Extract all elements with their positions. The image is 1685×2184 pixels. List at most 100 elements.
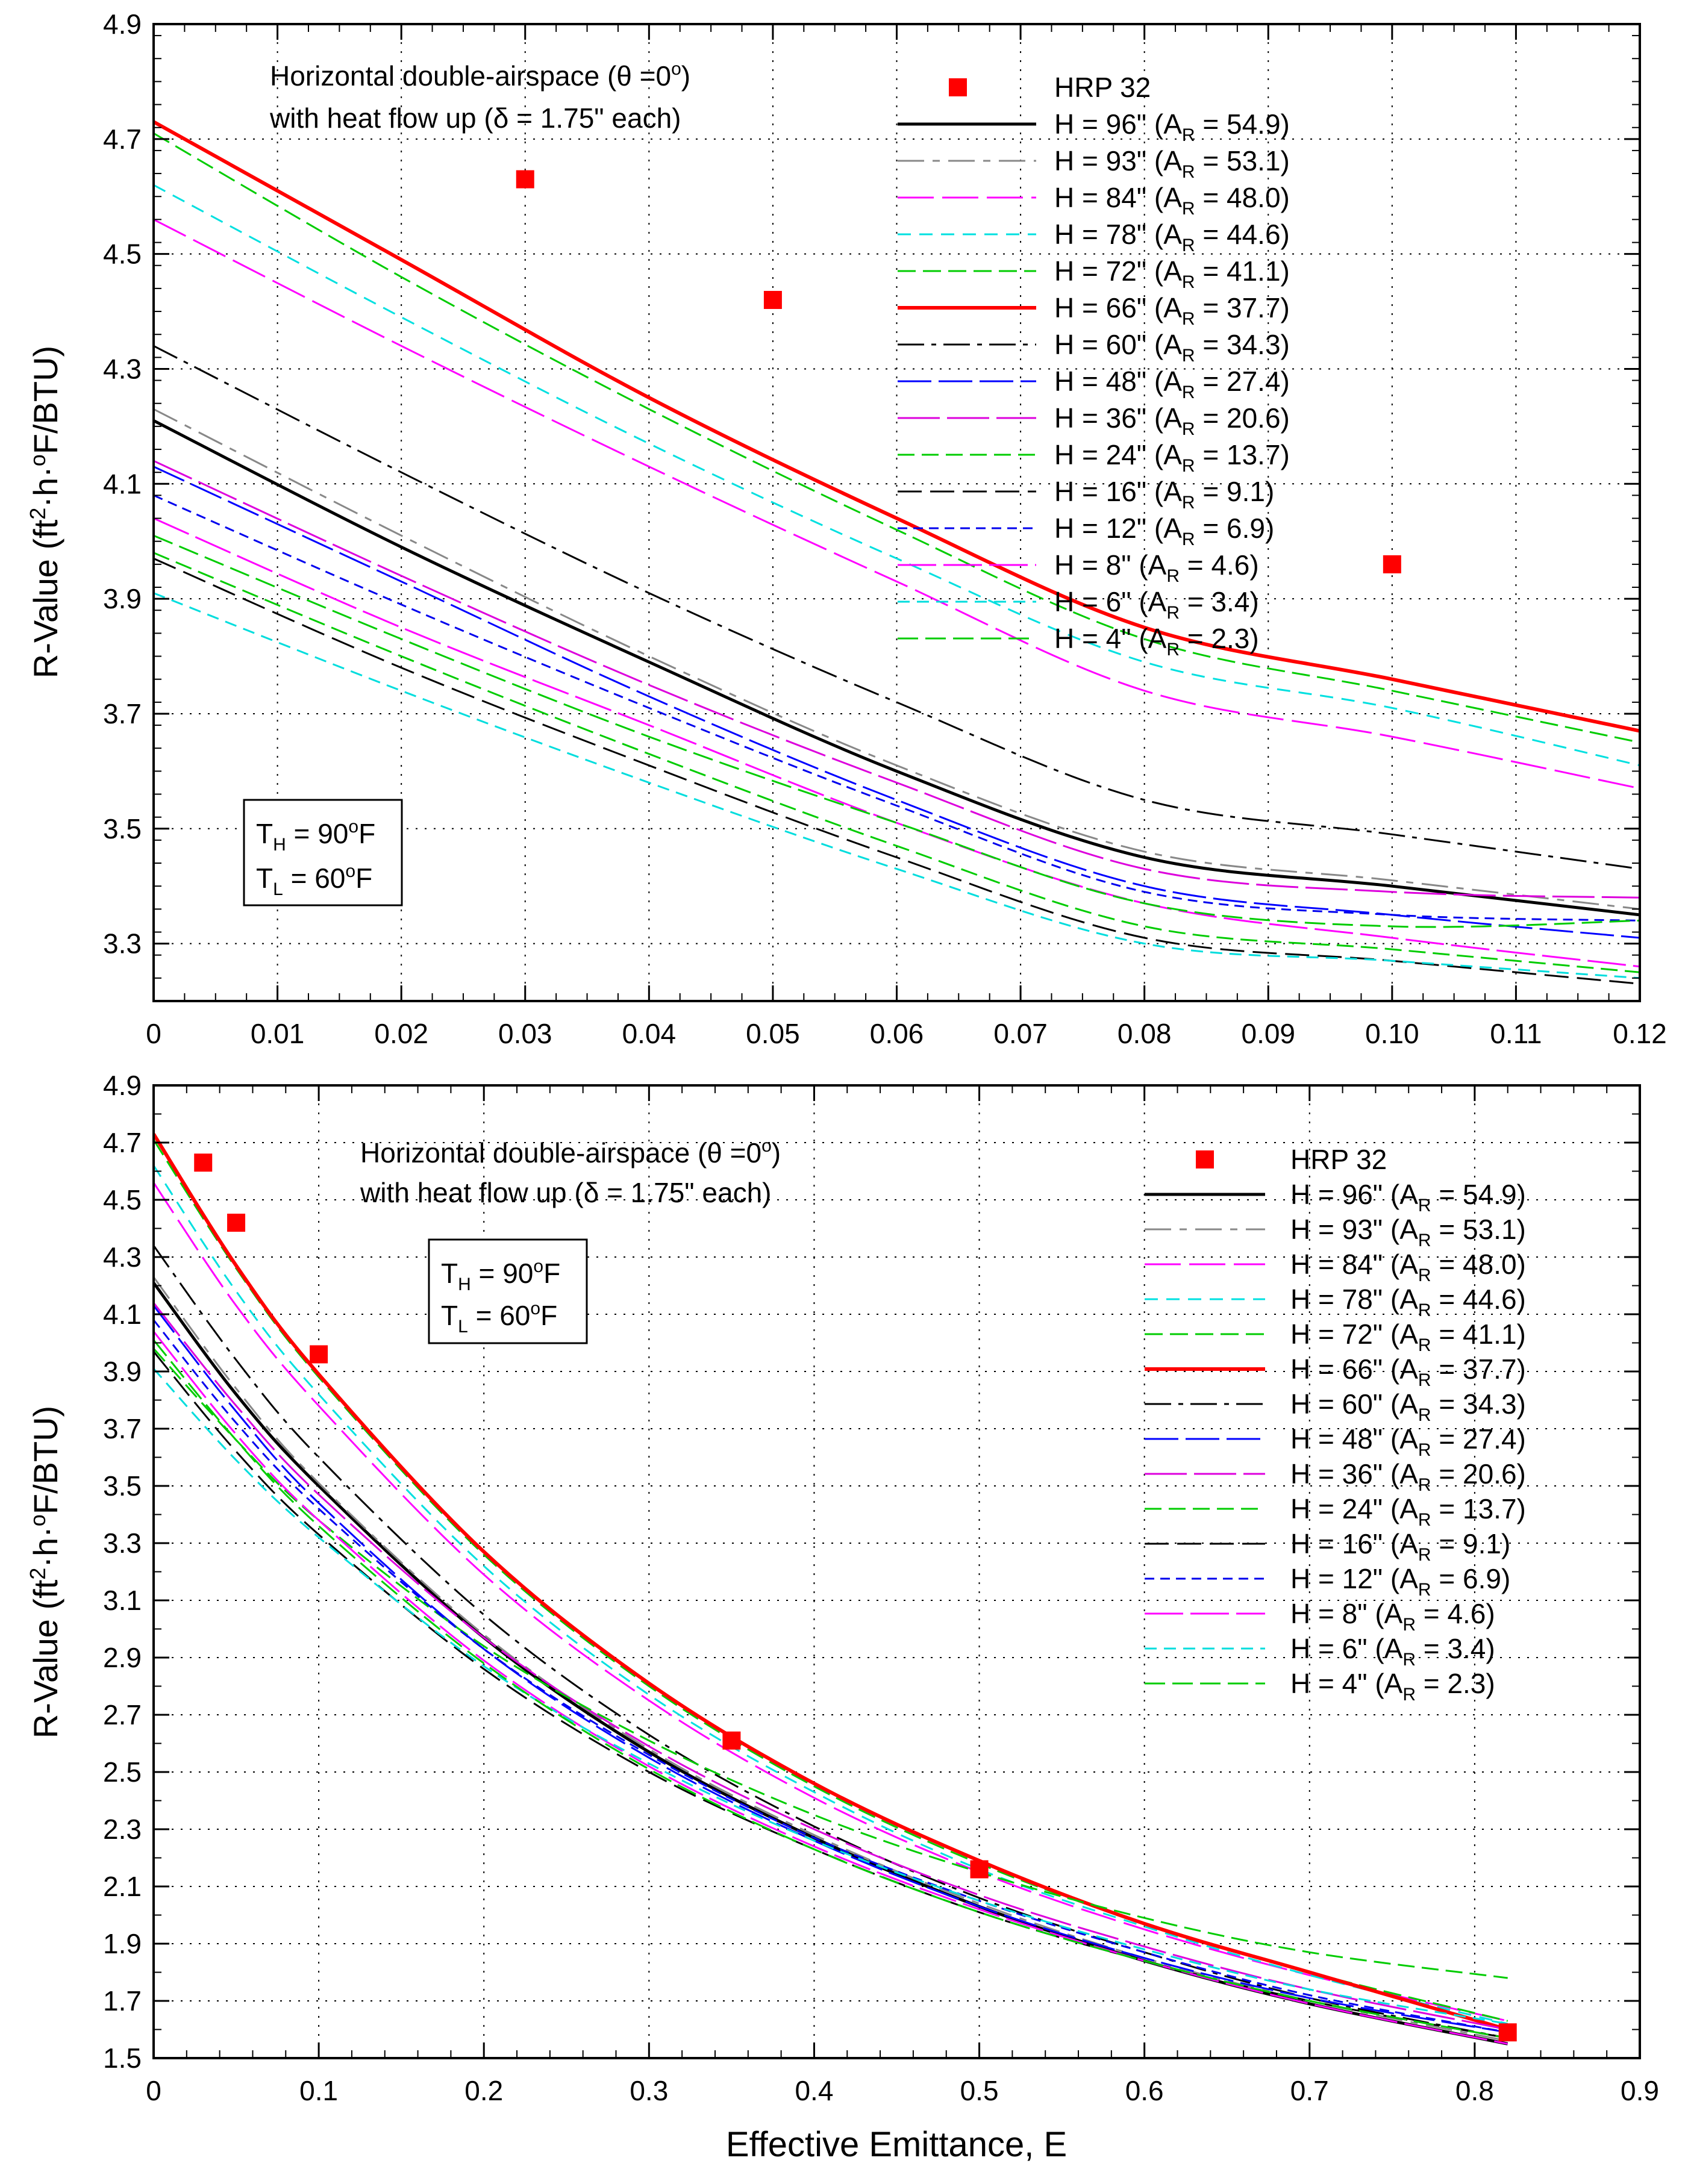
series-line-10 [154, 552, 1640, 973]
y-tick-label: 4.5 [103, 1184, 142, 1215]
legend-marker-swatch [949, 78, 967, 96]
hrp32-marker [1498, 2023, 1517, 2042]
series-line-13 [154, 1331, 1508, 2045]
x-axis-label: Effective Emittance, E [726, 2125, 1067, 2164]
series-line-10 [154, 1347, 1508, 1979]
legend-label-9: H = 36" (AR = 20.6) [1054, 402, 1290, 439]
legend-label-11: H = 16" (AR = 9.1) [1054, 476, 1274, 513]
legend-label-7: H = 60" (AR = 34.3) [1290, 1388, 1526, 1425]
legend-label-5: H = 72" (AR = 41.1) [1054, 255, 1290, 292]
y-tick-label: 4.3 [103, 1241, 142, 1273]
y-tick-label: 3.9 [103, 1356, 142, 1387]
x-tick-label: 0.7 [1290, 2075, 1329, 2106]
x-tick-label: 0.10 [1365, 1018, 1419, 1049]
series-line-3 [154, 219, 1640, 790]
y-tick-label: 3.7 [103, 1413, 142, 1444]
y-tick-label: 4.9 [103, 8, 142, 40]
y-tick-label: 4.3 [103, 353, 142, 384]
legend-label-13: H = 8" (AR = 4.6) [1054, 549, 1259, 586]
y-axis-label-top: R-Value (ft2·h·oF/BTU) [25, 346, 64, 678]
ticks-top [152, 23, 1641, 1002]
legend-label-6: H = 66" (AR = 37.7) [1290, 1353, 1526, 1390]
markers-layer-top [516, 170, 1401, 573]
x-tick-label: 0.04 [622, 1018, 677, 1049]
legend-label-15: H = 4" (AR = 2.3) [1054, 623, 1259, 660]
y-tick-label: 4.7 [103, 1127, 142, 1158]
x-tick-label: 0.5 [960, 2075, 999, 2106]
annotation-line2-bottom: with heat flow up (δ = 1.75" each) [360, 1177, 771, 1208]
hrp32-marker [194, 1153, 213, 1172]
plot-area-bottom [154, 1085, 1640, 2058]
legend-marker-label: HRP 32 [1054, 72, 1151, 103]
legend-label-1: H = 96" (AR = 54.9) [1290, 1179, 1526, 1215]
legend-label-7: H = 60" (AR = 34.3) [1054, 329, 1290, 366]
legend-label-3: H = 84" (AR = 48.0) [1290, 1249, 1526, 1285]
series-line-6 [154, 120, 1640, 733]
legend-label-3: H = 84" (AR = 48.0) [1054, 182, 1290, 219]
markers-layer-bottom [194, 1153, 1517, 2042]
y-tick-labels-bottom: 1.5 1.7 1.9 2.1 2.3 2.5 2.7 2.9 3.1 3.3 3.5 3.7 3.9 4… [103, 1070, 142, 2074]
hrp32-marker [516, 170, 534, 189]
legend-label-2: H = 93" (AR = 53.1) [1290, 1214, 1526, 1250]
x-tick-label: 0.06 [870, 1018, 924, 1049]
y-tick-label: 2.9 [103, 1642, 142, 1673]
legend-label-8: H = 48" (AR = 27.4) [1054, 366, 1290, 402]
y-tick-label: 2.1 [103, 1871, 142, 1902]
legend-marker-label: HRP 32 [1290, 1144, 1387, 1175]
y-tick-label: 2.5 [103, 1756, 142, 1788]
legend-label-14: H = 6" (AR = 3.4) [1054, 586, 1259, 623]
y-tick-label: 1.5 [103, 2042, 142, 2074]
legend-label-8: H = 48" (AR = 27.4) [1290, 1423, 1526, 1460]
legend-bottom: HRP 32 H = 96" (AR = 54.9)H = 93" (AR = 5… [1145, 1144, 1526, 1705]
legend-label-1: H = 96" (AR = 54.9) [1054, 108, 1290, 145]
hrp32-marker [310, 1345, 328, 1364]
legend-label-10: H = 24" (AR = 13.7) [1054, 439, 1290, 476]
hrp32-marker [1383, 555, 1401, 573]
x-tick-label: 0.05 [746, 1018, 800, 1049]
y-tick-label: 3.9 [103, 583, 142, 614]
legend-label-14: H = 6" (AR = 3.4) [1290, 1633, 1495, 1670]
series-line-7 [154, 1245, 1508, 2039]
legend-label-11: H = 16" (AR = 9.1) [1290, 1528, 1510, 1565]
y-tick-label: 1.7 [103, 1985, 142, 2017]
x-tick-label: 0.12 [1613, 1018, 1667, 1049]
annotation-line2-top: with heat flow up (δ = 1.75" each) [269, 102, 681, 134]
y-tick-label: 3.3 [103, 1527, 142, 1559]
x-tick-label: 0.1 [299, 2075, 338, 2106]
series-line-9 [154, 1302, 1508, 2030]
x-tick-label: 0.8 [1455, 2075, 1494, 2106]
x-tick-label: 0.09 [1241, 1018, 1295, 1049]
series-line-15 [154, 1339, 1508, 2039]
series-line-3 [154, 1182, 1508, 2022]
legend-label-6: H = 66" (AR = 37.7) [1054, 292, 1290, 329]
x-tick-label: 0.01 [251, 1018, 305, 1049]
x-tick-label: 0.03 [498, 1018, 552, 1049]
x-tick-label: 0.9 [1621, 2075, 1659, 2106]
x-tick-label: 0.6 [1125, 2075, 1164, 2106]
legend-label-5: H = 72" (AR = 41.1) [1290, 1318, 1526, 1355]
series-line-9 [154, 460, 1640, 899]
annotation-line1-top: Horizontal double-airspace (θ =0o) [270, 59, 690, 92]
legend-label-4: H = 78" (AR = 44.6) [1054, 219, 1290, 255]
chart-top: 0 0.01 0.02 0.03 0.04 0.05 0.06 0.07 0.08 0.09 0.1… [25, 8, 1667, 1049]
x-tick-label: 0.3 [630, 2075, 668, 2106]
y-tick-label: 1.9 [103, 1928, 142, 1959]
series-line-2 [154, 408, 1640, 910]
hrp32-marker [227, 1214, 246, 1232]
x-tick-label: 0 [146, 1018, 161, 1049]
legend-label-9: H = 36" (AR = 20.6) [1290, 1458, 1526, 1495]
y-tick-label: 3.5 [103, 813, 142, 844]
legend-label-13: H = 8" (AR = 4.6) [1290, 1598, 1495, 1635]
series-line-12 [154, 1319, 1508, 2033]
legend-label-4: H = 78" (AR = 44.6) [1290, 1284, 1526, 1320]
legend-label-12: H = 12" (AR = 6.9) [1290, 1563, 1510, 1600]
x-tick-label: 0.07 [993, 1018, 1048, 1049]
y-tick-label: 3.5 [103, 1470, 142, 1502]
legend-top: HRP 32 H = 96" (AR = 54.9)H = 93" (AR = 5… [898, 72, 1290, 660]
annotation-line1-bottom: Horizontal double-airspace (θ =0o) [360, 1136, 781, 1168]
hrp32-marker [722, 1731, 741, 1750]
x-tick-label: 0.11 [1490, 1018, 1542, 1049]
x-tick-label: 0 [146, 2075, 161, 2106]
series-line-14 [154, 592, 1640, 979]
